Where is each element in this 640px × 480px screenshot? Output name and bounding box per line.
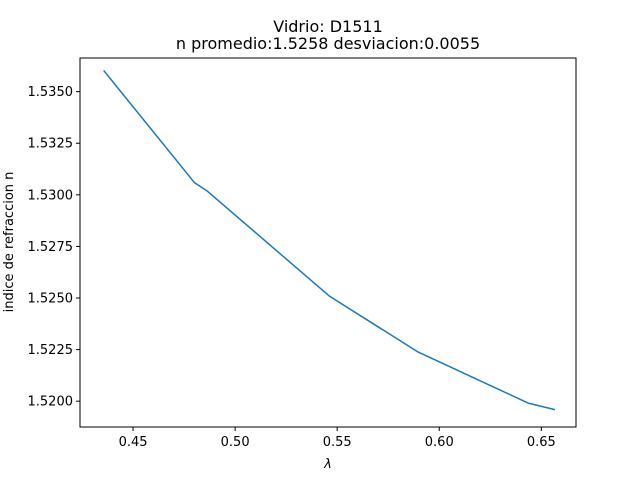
chart-subtitle: n promedio:1.5258 desviacion:0.0055: [176, 34, 480, 53]
series-line: [103, 69, 556, 411]
y-axis: 1.5200 1.5225 1.5250 1.5275 1.5300 1.5325 1.53…: [28, 85, 80, 410]
y-tick-label: 1.5350: [28, 85, 74, 100]
x-axis-label: λ: [323, 457, 332, 472]
x-tick-label: 0.50: [221, 435, 250, 450]
y-tick-label: 1.5300: [28, 188, 74, 203]
chart-title: Vidrio: D1511: [273, 17, 383, 36]
y-tick-label: 1.5275: [28, 240, 74, 255]
x-tick-label: 0.55: [323, 435, 352, 450]
axes-frame: [79, 57, 577, 428]
y-tick-label: 1.5200: [28, 395, 74, 410]
y-tick-label: 1.5225: [28, 343, 74, 358]
y-axis-label: indice de refraccion n: [2, 172, 17, 313]
x-tick-label: 0.65: [527, 435, 556, 450]
y-tick-label: 1.5325: [28, 137, 74, 152]
x-tick-label: 0.45: [119, 435, 148, 450]
x-axis: 0.45 0.50 0.55 0.60 0.65: [119, 427, 556, 450]
x-tick-label: 0.60: [425, 435, 454, 450]
plot-area: [103, 69, 556, 411]
y-tick-label: 1.5250: [28, 292, 74, 307]
